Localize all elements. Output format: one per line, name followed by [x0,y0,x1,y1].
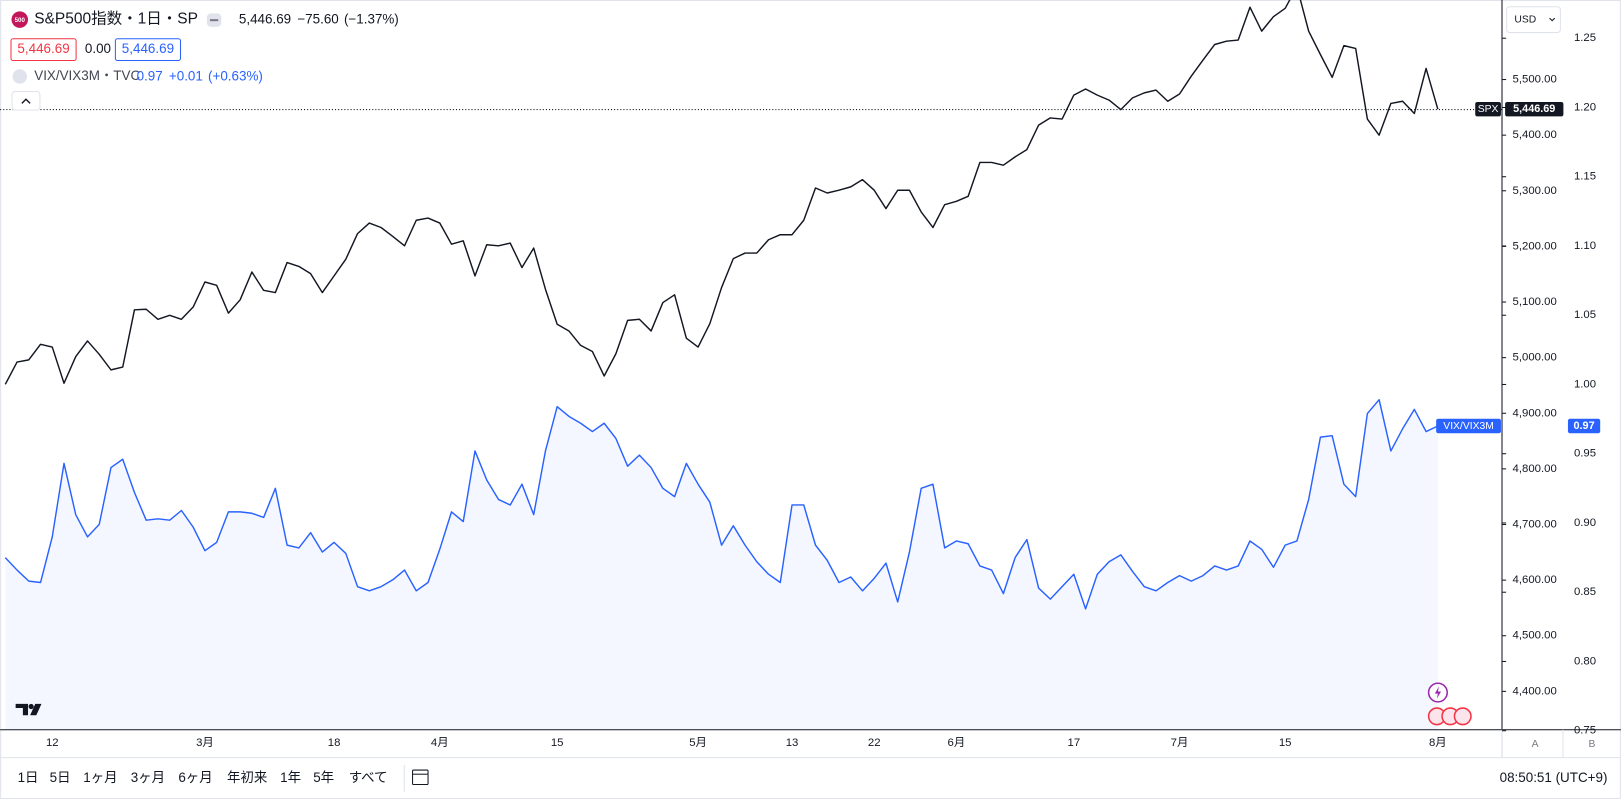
price-line: 5,446.69 −75.60 (−1.37%) [239,11,399,26]
x-tick-label: 22 [868,737,881,749]
y-tick-label: 4,900.00 [1513,407,1557,419]
y-tick-label: 4,700.00 [1513,519,1557,531]
timeframe-button[interactable]: 1年 [280,770,301,785]
vix-change: +0.01 [169,68,203,83]
series-tag-name: VIX/VIX3M [1443,421,1494,432]
area [5,399,1438,730]
y2-tick-label: 0.80 [1574,655,1596,667]
price: 5,446.69 [239,11,291,26]
line [4,398,1439,610]
y2-tick-label: 1.05 [1574,309,1596,321]
vix-title[interactable]: VIX/VIX3M・TVC [34,68,140,83]
bid-box[interactable] [10,38,77,61]
spread: 0.00 [85,41,111,56]
y-tick-label: 4,500.00 [1513,630,1557,642]
timeframe-button[interactable]: 6ヶ月 [178,770,212,785]
currency[interactable]: USD [1514,14,1536,25]
timeframe-button[interactable]: 3ヶ月 [131,770,165,785]
timeframe-button[interactable]: 1ヶ月 [83,770,117,785]
x-tick-label: 13 [786,737,799,749]
scale-button[interactable]: B [1588,739,1595,750]
timeframe-button[interactable]: すべて [349,770,388,785]
y-tick-label: 5,200.00 [1513,240,1557,252]
change: −75.60 [297,11,338,26]
x-tick-label: 12 [46,737,59,749]
vix-price: 0.97 [137,68,163,83]
y-tick-label: 5,500.00 [1513,74,1557,86]
collapse-icon [21,98,31,104]
change-pct: (−1.37%) [344,11,399,26]
currency-caret [1549,17,1556,22]
timeframe-button[interactable]: 5日 [50,770,71,785]
series-tag [1475,101,1501,117]
bid[interactable]: 5,446.69 [17,41,69,56]
y2-tick-label: 1.10 [1574,240,1596,252]
y2-tick-label: 1.15 [1574,171,1596,183]
x-tick-label: 3月 [196,737,214,749]
last-value-tag [1505,101,1564,117]
scale-button[interactable]: A [1532,739,1539,750]
vix-change-pct: (+0.63%) [208,68,263,83]
y-tick-label: 4,600.00 [1513,574,1557,586]
y-tick-label: 4,400.00 [1513,685,1557,697]
series-tag [1436,418,1501,434]
tv-logo-dot [28,703,34,710]
y2-tick-label: 1.20 [1574,101,1596,113]
timeframe-button[interactable]: 5年 [313,770,334,785]
y2-tick-label: 0.90 [1574,517,1596,529]
x-tick-label: 8月 [1429,737,1447,749]
vix-logo [12,69,28,84]
series-tag-name: SPX [1478,104,1499,115]
y2-tick-label: 0.85 [1574,586,1596,598]
calendar-icon[interactable] [412,769,429,786]
x-tick-label: 5月 [689,737,707,749]
y2-tick-label: 0.95 [1574,448,1596,460]
clock: 08:50:51 (UTC+9) [1500,770,1608,785]
collapse-button[interactable] [11,90,41,111]
last-value-tag [1567,418,1601,434]
last-value: 5,446.69 [1513,103,1555,115]
vix-line: 0.97 +0.01 (+0.63%) [137,68,263,83]
y-tick-label: 5,100.00 [1513,296,1557,308]
x-tick-label: 18 [328,737,341,749]
x-tick-label: 6月 [948,737,966,749]
y2-tick-label: 1.00 [1574,378,1596,390]
y-tick-label: 5,000.00 [1513,352,1557,364]
y2-tick-label: 0.75 [1574,725,1596,737]
event-icon-glyph [1434,686,1442,699]
logo-text: 500 [15,17,26,24]
line [4,0,1439,385]
tv-logo [15,703,42,716]
timeframe-button[interactable]: 1日 [18,770,39,785]
toolbar: 1日 5日 1ヶ月 3ヶ月 6ヶ月 年初来 1年 5年 すべて [18,770,388,785]
x-tick-label: 15 [1279,737,1292,749]
ask[interactable]: 5,446.69 [122,41,174,56]
y-tick-label: 5,400.00 [1513,129,1557,141]
plot [4,0,1439,730]
y-tick-label: 5,300.00 [1513,185,1557,197]
x-tick-label: 7月 [1171,737,1189,749]
last-value: 0.97 [1574,420,1595,432]
currency-select[interactable] [1506,6,1561,34]
ask-box[interactable] [114,38,182,61]
y-tick-label: 4,800.00 [1513,463,1557,475]
x-tick-label: 4月 [431,737,449,749]
timeframe-button[interactable]: 年初来 [227,770,267,785]
x-tick-label: 17 [1068,737,1081,749]
symbol-logo [11,11,29,28]
flag-icon[interactable] [1453,707,1472,726]
symbol-title[interactable]: S&P500指数・1日・SP [34,10,198,28]
x-tick-label: 15 [551,737,564,749]
y2-tick-label: 1.25 [1574,32,1596,44]
